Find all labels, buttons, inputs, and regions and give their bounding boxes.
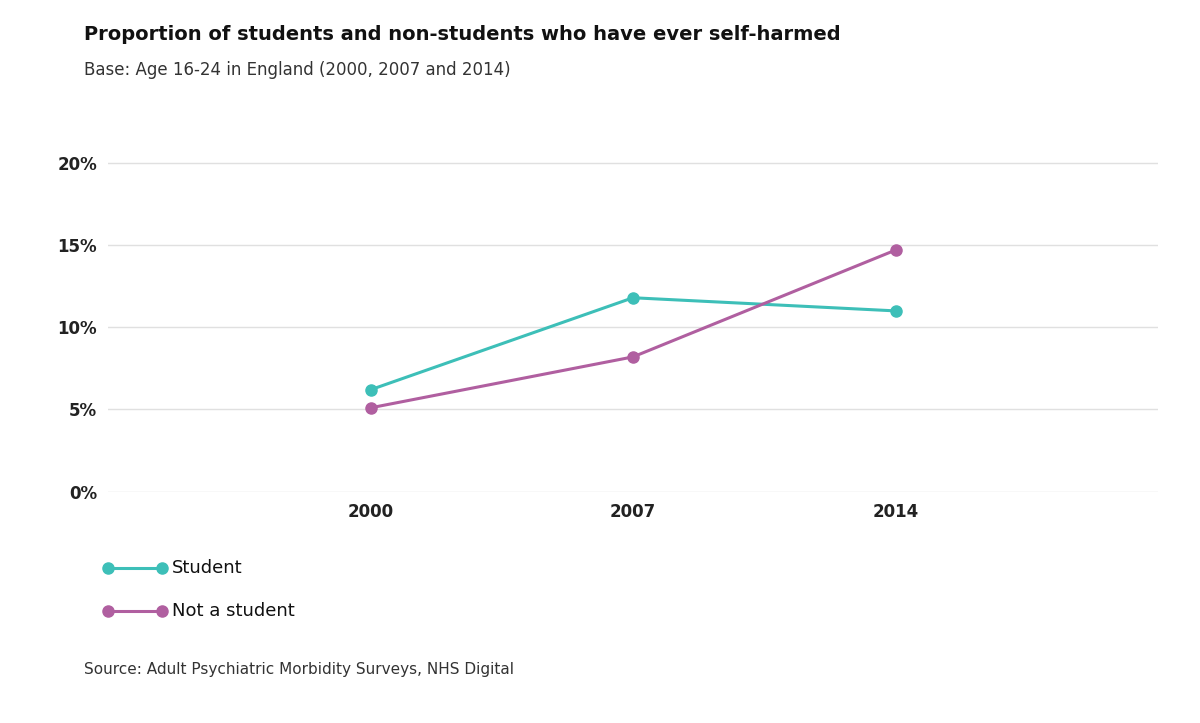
Text: Student: Student xyxy=(172,559,242,576)
Text: Proportion of students and non-students who have ever self-harmed: Proportion of students and non-students … xyxy=(84,25,841,44)
Text: Source: Adult Psychiatric Morbidity Surveys, NHS Digital: Source: Adult Psychiatric Morbidity Surv… xyxy=(84,662,514,677)
Text: Base: Age 16-24 in England (2000, 2007 and 2014): Base: Age 16-24 in England (2000, 2007 a… xyxy=(84,61,511,80)
Text: Not a student: Not a student xyxy=(172,602,294,620)
